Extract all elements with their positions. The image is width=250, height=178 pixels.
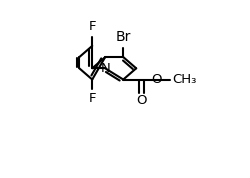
Text: CH₃: CH₃ [172,73,197,86]
Text: Br: Br [116,30,131,44]
Text: N: N [100,62,110,75]
Text: O: O [136,94,147,107]
Text: F: F [88,92,96,105]
Text: F: F [88,20,96,33]
Text: O: O [152,73,162,86]
